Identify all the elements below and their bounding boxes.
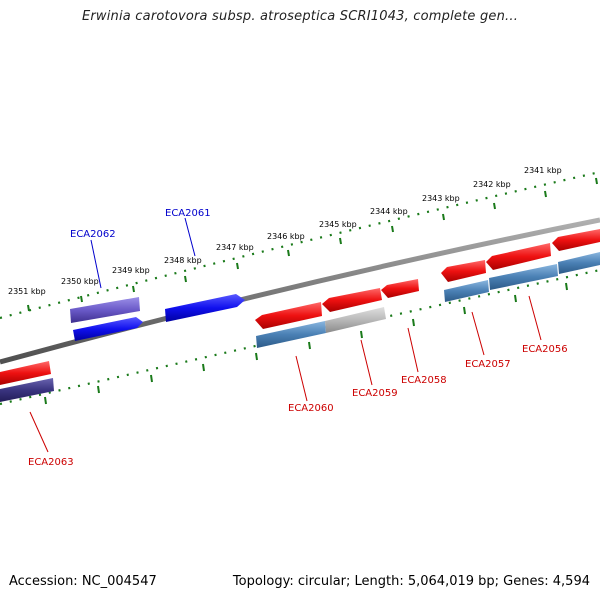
- feature-ECA2060[interactable]: [255, 302, 322, 329]
- inner-ruler-ticks: [44, 282, 568, 405]
- ruler-label: 2350 kbp: [61, 277, 99, 286]
- ruler-label: 2347 kbp: [216, 243, 254, 252]
- feature-bar[interactable]: [256, 321, 326, 348]
- map-title: Erwinia carotovora subsp. atroseptica SC…: [81, 9, 519, 24]
- genome-backbone: [0, 217, 600, 365]
- feature-bar[interactable]: [325, 307, 386, 333]
- gene-label-ECA2063[interactable]: ECA2063: [28, 457, 74, 468]
- gene-label-ECA2062[interactable]: ECA2062: [70, 229, 116, 240]
- gene-label-ECA2057[interactable]: ECA2057: [465, 359, 511, 370]
- label-leaders: [29, 217, 542, 453]
- feature-ECA2056[interactable]: [486, 243, 551, 270]
- ruler-labels: 2351 kbp 2350 kbp 2349 kbp 2348 kbp 2347…: [8, 166, 562, 296]
- topology-text: Topology: circular; Length: 5,064,019 bp…: [232, 574, 590, 589]
- ruler-label: 2341 kbp: [524, 166, 562, 175]
- gene-labels: ECA2062 ECA2061 ECA2063 ECA2060 ECA2059 …: [28, 208, 568, 468]
- gene-label-ECA2058[interactable]: ECA2058: [401, 375, 447, 386]
- ruler-label: 2342 kbp: [473, 180, 511, 189]
- ruler-label: 2351 kbp: [8, 287, 46, 296]
- feature-bar[interactable]: [558, 252, 600, 274]
- outer-ruler: [0, 170, 600, 320]
- forward-features: [70, 229, 600, 348]
- feature-bar[interactable]: [489, 264, 558, 290]
- accession-text: Accession: NC_004547: [9, 574, 157, 589]
- feature-ECA2062[interactable]: [70, 297, 140, 323]
- feature-ECA2063-red[interactable]: [0, 361, 51, 385]
- ruler-label: 2346 kbp: [267, 232, 305, 241]
- feature-ECA2063[interactable]: [0, 378, 54, 402]
- gene-label-ECA2059[interactable]: ECA2059: [352, 388, 398, 399]
- feature-next-red[interactable]: [552, 229, 600, 251]
- gene-label-ECA2060[interactable]: ECA2060: [288, 403, 334, 414]
- ruler-label: 2348 kbp: [164, 256, 202, 265]
- feature-ECA2062-cds[interactable]: [73, 317, 143, 341]
- gene-label-ECA2056[interactable]: ECA2056: [522, 344, 568, 355]
- ruler-label: 2345 kbp: [319, 220, 357, 229]
- ruler-label: 2349 kbp: [112, 266, 150, 275]
- left-features: [0, 361, 54, 402]
- outer-ruler-ticks: [27, 177, 598, 312]
- feature-ECA2057[interactable]: [441, 260, 486, 282]
- feature-ECA2061[interactable]: [165, 294, 245, 322]
- feature-ECA2059[interactable]: [322, 288, 382, 312]
- ruler-label: 2344 kbp: [370, 207, 408, 216]
- feature-ECA2058[interactable]: [381, 279, 419, 298]
- ruler-label: 2343 kbp: [422, 194, 460, 203]
- feature-bar[interactable]: [444, 280, 489, 302]
- gene-label-ECA2061[interactable]: ECA2061: [165, 208, 211, 219]
